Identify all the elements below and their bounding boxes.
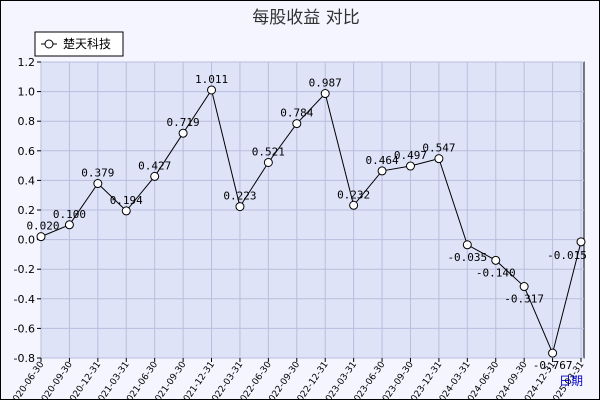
y-tick-label: -0.2 bbox=[14, 263, 35, 276]
data-label: 0.223 bbox=[223, 190, 256, 203]
data-point bbox=[548, 348, 558, 358]
y-tick-label: 0.8 bbox=[18, 115, 36, 128]
data-label: 0.194 bbox=[110, 194, 143, 207]
data-point bbox=[377, 166, 387, 176]
legend-label: 楚天科技 bbox=[63, 37, 111, 51]
data-point bbox=[121, 206, 131, 216]
x-axis-label: 日期 bbox=[559, 374, 583, 388]
data-label: 0.547 bbox=[422, 142, 455, 155]
y-tick-label: 0.2 bbox=[18, 204, 36, 217]
y-axis: 1.2 1.0 0.8 0.6 0.4 0.2 0.0 -0.2 -0.4 -0.6 -0.8 bbox=[14, 56, 41, 365]
data-label: 0.987 bbox=[309, 77, 342, 90]
data-label: 0.020 bbox=[26, 220, 59, 233]
data-point bbox=[36, 232, 46, 242]
y-tick-label: -0.4 bbox=[14, 293, 35, 306]
legend-marker bbox=[44, 39, 54, 49]
x-axis: 2020-06-302020-09-302020-12-312021-03-31… bbox=[8, 358, 586, 399]
data-point bbox=[462, 240, 472, 250]
legend: 楚天科技 bbox=[34, 31, 124, 57]
data-label: 1.011 bbox=[195, 73, 228, 86]
data-label: 0.497 bbox=[394, 149, 427, 162]
data-point bbox=[64, 220, 74, 230]
data-label: -0.015 bbox=[547, 249, 587, 262]
data-point bbox=[207, 85, 217, 95]
data-label: 0.232 bbox=[337, 188, 370, 201]
data-point bbox=[519, 282, 529, 292]
data-point bbox=[93, 179, 103, 189]
data-point bbox=[434, 154, 444, 164]
y-tick-label: -0.8 bbox=[14, 352, 35, 365]
y-tick-label: -0.6 bbox=[14, 322, 35, 335]
data-label: 0.784 bbox=[280, 107, 313, 120]
data-point bbox=[491, 255, 501, 265]
data-points bbox=[36, 85, 586, 358]
data-label: -0.035 bbox=[447, 251, 487, 264]
data-point bbox=[349, 200, 359, 210]
data-label: 0.379 bbox=[81, 167, 114, 180]
data-point bbox=[263, 157, 273, 167]
data-label: 0.427 bbox=[138, 159, 171, 172]
data-point bbox=[292, 119, 302, 129]
y-tick-label: 0.6 bbox=[18, 145, 36, 158]
data-point bbox=[576, 237, 586, 247]
data-label: 0.521 bbox=[252, 145, 285, 158]
series-line bbox=[40, 88, 582, 355]
data-label: -0.317 bbox=[504, 293, 544, 306]
data-label: 0.100 bbox=[53, 208, 86, 221]
data-point bbox=[320, 89, 330, 99]
data-label: 0.719 bbox=[167, 116, 200, 129]
data-point bbox=[150, 171, 160, 181]
y-tick-label: 1.2 bbox=[18, 56, 36, 69]
data-point bbox=[405, 161, 415, 171]
x-tick-label: 2020-06-30 bbox=[8, 360, 46, 399]
y-tick-label: 1.0 bbox=[18, 86, 36, 99]
data-label: -0.140 bbox=[476, 266, 516, 279]
y-tick-label: 0.4 bbox=[18, 174, 36, 187]
y-tick-label: 0.0 bbox=[18, 234, 36, 247]
data-label: 0.464 bbox=[365, 154, 398, 167]
chart-title: 每股收益 对比 bbox=[252, 8, 359, 28]
data-label: -0.767 bbox=[533, 359, 573, 372]
data-point bbox=[178, 128, 188, 138]
data-point bbox=[235, 202, 245, 212]
